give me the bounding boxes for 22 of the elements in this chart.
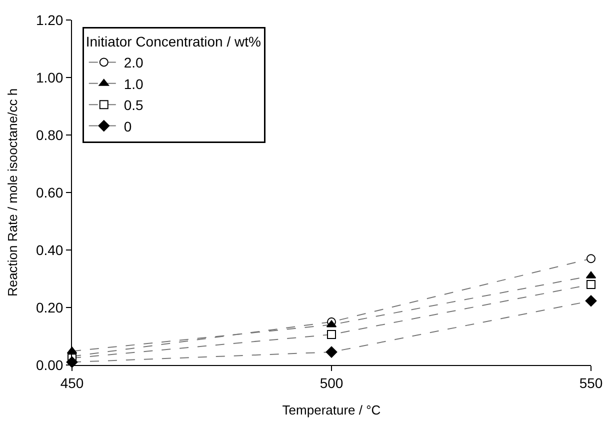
point [326,346,338,358]
x-tick-label: 550 [579,374,603,391]
x-tick-label: 500 [320,374,344,391]
point [586,254,596,264]
y-tick-label: 0.00 [36,356,64,373]
x-axis-title: Temperature / °C [282,402,381,418]
y-tick-label: 1.00 [36,69,64,86]
y-tick-label: 0.80 [36,126,64,143]
x-tick-label: 450 [60,374,84,391]
legend-label: 0.5 [124,97,144,114]
point [585,295,597,307]
y-tick-label: 0.20 [36,299,64,316]
legend-label: 2.0 [124,54,144,71]
y-axis-title: Reaction Rate / mole isooctane/cc h [4,88,20,297]
y-tick-label: 0.40 [36,242,64,258]
point [327,330,336,340]
y-tick-label: 0.60 [36,184,64,200]
legend-label: 1.0 [124,76,144,92]
point [586,280,596,289]
legend-label: 0 [124,118,132,134]
y-tick-label: 1.20 [36,12,64,28]
legend-title: Initiator Concentration / wt% [86,34,261,50]
